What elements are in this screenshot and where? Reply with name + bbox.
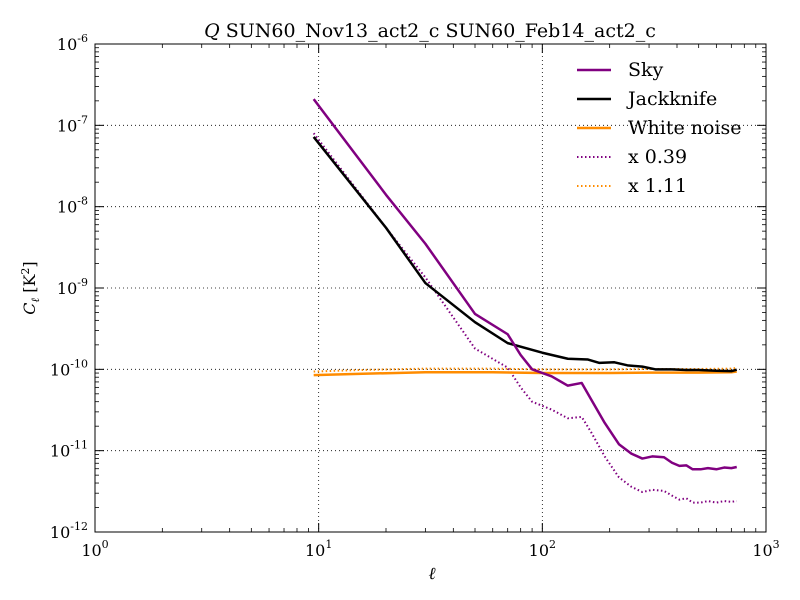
x-tick-label: 100 (81, 538, 108, 560)
plot-series (312, 98, 738, 504)
y-axis-label-unit-superscript: 2 (19, 268, 32, 275)
legend-label-x-0-39: x 0.39 (628, 146, 687, 168)
x-tick-label: 101 (305, 538, 332, 560)
series-line-sky (312, 98, 738, 471)
x-tick-label: 103 (752, 538, 779, 560)
legend-label-white-noise: White noise (628, 117, 742, 139)
y-axis-label-main: C (20, 302, 39, 314)
legend: Sky Jackknife White noise x 0.39 x 1.11 (577, 59, 742, 197)
series-line-jackknife (312, 136, 738, 373)
axis-ticks (94, 43, 767, 533)
x-tick-label: 102 (529, 538, 556, 560)
axis-tick-labels: 100 101 102 103 10-12 10-11 10-10 10-9 10-8 10-7 1… (50, 32, 780, 560)
y-axis-label-unit: [K (20, 274, 39, 298)
legend-label-sky: Sky (628, 59, 664, 81)
series-line-x-1-11 (313, 366, 737, 373)
y-tick-label: 10-7 (57, 113, 88, 135)
grid-lines (95, 44, 766, 532)
series-line-x-0-39 (312, 132, 737, 504)
y-tick-label: 10-10 (50, 357, 88, 379)
y-tick-label: 10-8 (57, 195, 88, 217)
y-tick-label: 10-6 (57, 32, 88, 54)
y-axis-label-subscript: ℓ (29, 297, 42, 302)
chart-title-symbol: Q (204, 20, 220, 42)
x-axis-label: ℓ (428, 564, 435, 584)
legend-label-x-1-11: x 1.11 (628, 175, 687, 197)
series-line-white-noise (313, 370, 737, 377)
y-tick-label: 10-11 (50, 439, 88, 461)
y-axis-label-unit-close: ] (20, 261, 39, 267)
chart-title: Q SUN60_Nov13_act2_c SUN60_Feb14_act2_c (204, 20, 656, 42)
chart-title-text: SUN60_Nov13_act2_c SUN60_Feb14_act2_c (220, 20, 656, 42)
legend-label-jackknife: Jackknife (626, 88, 717, 110)
y-tick-label: 10-12 (50, 520, 88, 542)
y-axis-label: Cℓ [K2] (19, 261, 42, 314)
y-tick-label: 10-9 (57, 276, 88, 298)
